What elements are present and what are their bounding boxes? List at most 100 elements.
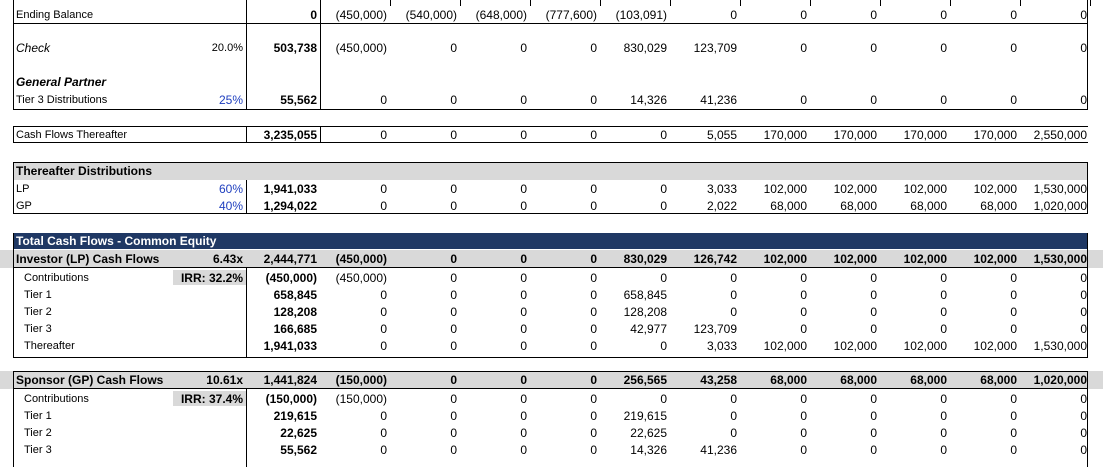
investor-lp-detail-label[interactable]: Contributions [24,271,89,284]
investor-lp-detail-year-11[interactable]: 0 [1080,321,1087,336]
check-year-8[interactable]: 0 [870,41,877,55]
sponsor-gp-detail-year-5[interactable]: 219,615 [623,408,667,423]
sponsor-gp-year-10[interactable]: 68,000 [980,373,1017,387]
gp-tier3-year-10[interactable]: 0 [1010,93,1017,107]
sponsor-gp-detail-year-8[interactable]: 0 [870,391,877,406]
gp-tier3-year-9[interactable]: 0 [940,93,947,107]
sponsor-gp-year-4[interactable]: 0 [590,373,597,387]
investor-lp-multiple[interactable]: 6.43x [212,252,243,266]
sponsor-gp-detail-total[interactable]: (150,000) [265,391,317,406]
gp-tier3-year-11[interactable]: 0 [1080,93,1087,107]
investor-lp-label[interactable]: Investor (LP) Cash Flows [16,252,160,266]
ending-balance-year-4[interactable]: (777,600) [545,8,597,22]
gp-tier3-total[interactable]: 55,562 [280,93,317,107]
sponsor-gp-total[interactable]: 1,441,824 [263,373,317,387]
sponsor-gp-detail-year-10[interactable]: 0 [1010,408,1017,423]
investor-lp-detail-year-6[interactable]: 0 [730,304,737,319]
cash-flows-thereafter-year-6[interactable]: 5,055 [706,127,737,142]
investor-lp-detail-year-1[interactable]: 0 [380,338,387,353]
check-rate[interactable]: 20.0% [211,42,243,54]
sponsor-gp-detail-label[interactable]: Tier 3 [24,443,52,456]
check-year-1[interactable]: (450,000) [335,41,387,55]
thereafter-lp-rate[interactable]: 60% [218,181,243,196]
sponsor-gp-detail-label[interactable]: Tier 2 [24,426,52,439]
sponsor-gp-detail-year-6[interactable]: 0 [730,408,737,423]
investor-lp-detail-label[interactable]: Tier 3 [24,322,52,335]
thereafter-gp-year-4[interactable]: 0 [590,198,597,213]
sponsor-gp-year-1[interactable]: (150,000) [335,373,387,387]
sponsor-gp-detail-year-2[interactable]: 0 [450,425,457,440]
thereafter-gp-year-10[interactable]: 68,000 [980,198,1017,213]
sponsor-gp-detail-year-9[interactable]: 0 [940,408,947,423]
investor-lp-detail-year-5[interactable]: 128,208 [623,304,667,319]
sponsor-gp-detail-label[interactable]: Tier 1 [24,409,52,422]
investor-lp-detail-year-10[interactable]: 0 [1010,287,1017,302]
investor-lp-detail-total[interactable]: 1,941,033 [263,338,317,353]
sponsor-gp-detail-label[interactable]: Contributions [24,392,89,405]
cash-flows-thereafter-year-5[interactable]: 0 [660,127,667,142]
sponsor-gp-detail-year-5[interactable]: 14,326 [630,442,667,457]
investor-lp-detail-year-11[interactable]: 0 [1080,287,1087,302]
investor-lp-detail-year-4[interactable]: 0 [590,287,597,302]
gp-tier3-year-6[interactable]: 41,236 [700,93,737,107]
investor-lp-detail-year-1[interactable]: 0 [380,287,387,302]
sponsor-gp-detail-year-2[interactable]: 0 [450,442,457,457]
investor-lp-detail-year-3[interactable]: 0 [520,287,527,302]
check-year-9[interactable]: 0 [940,41,947,55]
gp-tier3-year-7[interactable]: 0 [800,93,807,107]
thereafter-gp-year-7[interactable]: 68,000 [770,198,807,213]
investor-lp-detail-year-5[interactable]: 42,977 [630,321,667,336]
sponsor-gp-detail-year-6[interactable]: 0 [730,391,737,406]
investor-lp-detail-year-9[interactable]: 0 [940,321,947,336]
ending-balance-year-1[interactable]: (450,000) [335,8,387,22]
investor-lp-detail-year-5[interactable]: 0 [660,270,667,285]
investor-lp-detail-year-7[interactable]: 102,000 [763,338,807,353]
check-year-5[interactable]: 830,029 [623,41,667,55]
thereafter-gp-year-1[interactable]: 0 [380,198,387,213]
thereafter-gp-year-3[interactable]: 0 [520,198,527,213]
investor-lp-total[interactable]: 2,444,771 [263,252,317,266]
sponsor-gp-detail-year-3[interactable]: 0 [520,442,527,457]
investor-lp-detail-year-1[interactable]: 0 [380,304,387,319]
sponsor-gp-detail-total[interactable]: 55,562 [280,442,317,457]
investor-lp-detail-year-1[interactable]: (450,000) [335,270,387,285]
sponsor-gp-year-11[interactable]: 1,020,000 [1033,373,1087,387]
gp-tier3-year-4[interactable]: 0 [590,93,597,107]
ending-balance-year-9[interactable]: 0 [940,8,947,22]
investor-lp-detail-year-11[interactable]: 0 [1080,270,1087,285]
check-year-11[interactable]: 0 [1080,41,1087,55]
sponsor-gp-detail-year-10[interactable]: 0 [1010,391,1017,406]
total-cash-flows-heading[interactable]: Total Cash Flows - Common Equity [16,234,217,248]
sponsor-gp-detail-year-1[interactable]: 0 [380,442,387,457]
cash-flows-thereafter-year-11[interactable]: 2,550,000 [1033,127,1087,142]
ending-balance-year-10[interactable]: 0 [1010,8,1017,22]
investor-lp-detail-year-3[interactable]: 0 [520,304,527,319]
sponsor-gp-detail-year-11[interactable]: 0 [1080,442,1087,457]
investor-lp-detail-year-4[interactable]: 0 [590,321,597,336]
sponsor-gp-detail-year-5[interactable]: 22,625 [630,425,667,440]
ending-balance-label[interactable]: Ending Balance [16,9,94,21]
gp-tier3-year-8[interactable]: 0 [870,93,877,107]
check-label[interactable]: Check [16,41,51,55]
investor-lp-year-2[interactable]: 0 [450,252,457,266]
investor-lp-detail-year-9[interactable]: 102,000 [903,338,947,353]
cash-flows-thereafter-year-4[interactable]: 0 [590,127,597,142]
thereafter-lp-year-3[interactable]: 0 [520,181,527,196]
sponsor-gp-detail-year-9[interactable]: 0 [940,442,947,457]
sponsor-gp-detail-year-4[interactable]: 0 [590,408,597,423]
general-partner-heading[interactable]: General Partner [16,75,107,89]
sponsor-gp-detail-year-11[interactable]: 0 [1080,391,1087,406]
thereafter-gp-year-5[interactable]: 0 [660,198,667,213]
sponsor-gp-detail-total[interactable]: 219,615 [273,408,317,423]
sponsor-gp-detail-year-8[interactable]: 0 [870,442,877,457]
investor-lp-detail-total[interactable]: 128,208 [273,304,317,319]
investor-lp-detail-year-6[interactable]: 0 [730,270,737,285]
investor-lp-detail-year-7[interactable]: 0 [800,321,807,336]
ending-balance-year-7[interactable]: 0 [800,8,807,22]
sponsor-gp-detail-year-3[interactable]: 0 [520,391,527,406]
thereafter-gp-year-9[interactable]: 68,000 [910,198,947,213]
investor-lp-detail-year-4[interactable]: 0 [590,338,597,353]
thereafter-lp-year-4[interactable]: 0 [590,181,597,196]
sponsor-gp-year-9[interactable]: 68,000 [910,373,947,387]
cash-flows-thereafter-year-3[interactable]: 0 [520,127,527,142]
